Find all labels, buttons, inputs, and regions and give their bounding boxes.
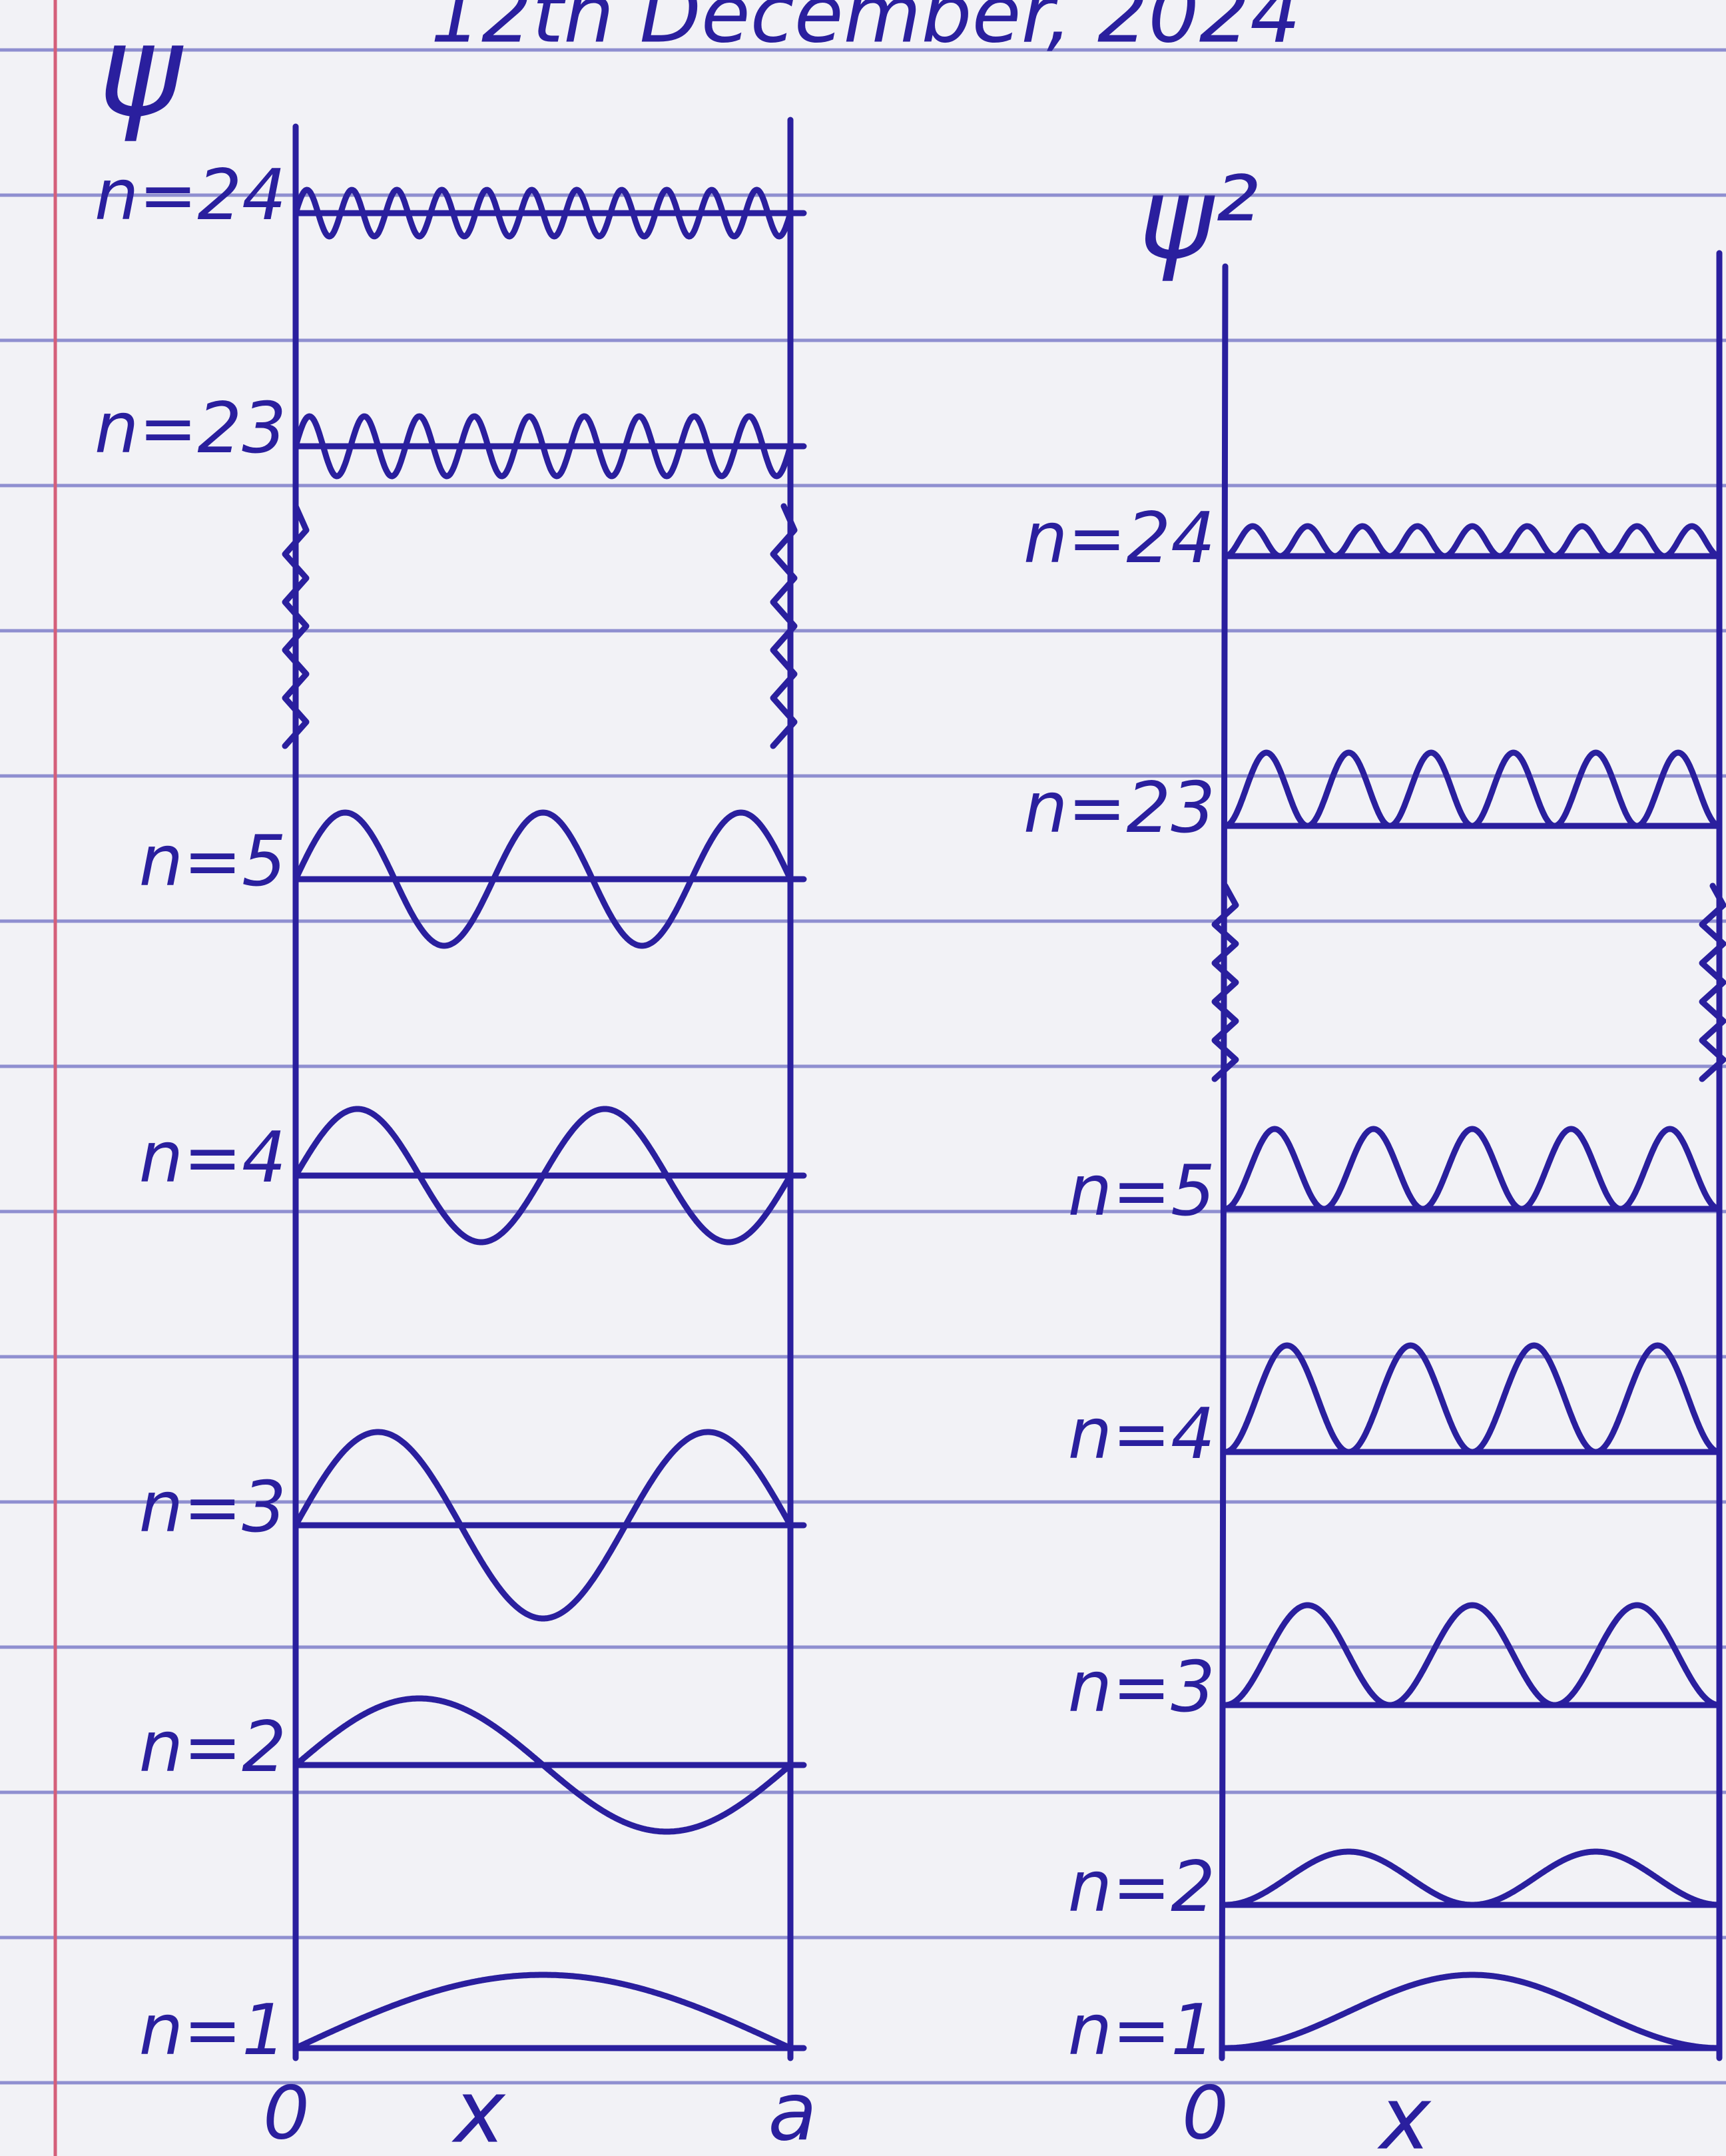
wave xyxy=(1222,1126,1723,1212)
level-label: n=24 xyxy=(95,155,286,236)
level-label: n=1 xyxy=(139,1989,286,2071)
break-mark xyxy=(1699,883,1726,1082)
left-wall xyxy=(1219,263,1229,2061)
wave xyxy=(292,809,794,949)
break-mark xyxy=(770,503,798,749)
wave xyxy=(292,1972,794,2051)
wave xyxy=(292,413,794,480)
wave xyxy=(1222,1342,1723,1455)
wave xyxy=(1222,749,1723,829)
wave xyxy=(292,1429,794,1622)
wave xyxy=(1222,1848,1723,1908)
wave xyxy=(292,186,794,240)
level-label: n=3 xyxy=(1068,1646,1215,1728)
level-label: n=2 xyxy=(1068,1846,1215,1928)
level-label: n=3 xyxy=(139,1467,286,1548)
break-mark xyxy=(1211,883,1239,1082)
break-mark xyxy=(282,503,310,749)
level-label: n=23 xyxy=(95,388,286,469)
level-label: n=24 xyxy=(1023,498,1215,579)
origin-label: 0 xyxy=(1182,2070,1229,2155)
wave xyxy=(1222,1602,1723,1708)
level-label: n=2 xyxy=(139,1706,286,1788)
level-label: n=4 xyxy=(1068,1393,1215,1475)
ruled-lines xyxy=(0,48,1726,2085)
level-label: n=5 xyxy=(139,821,286,902)
date: 12th December, 2024 xyxy=(431,0,1301,61)
wave xyxy=(292,1106,794,1246)
wavefunctions: n=24 n=23 n=5 n=4 n=3 n=2 n=1 n=24 n=23 n=5 n=4 n=3… xyxy=(95,155,1726,2071)
x-axis-label: x xyxy=(451,2061,507,2156)
x-axis-label: x xyxy=(1377,2068,1432,2156)
wave xyxy=(1222,1972,1723,2051)
level-label: n=1 xyxy=(1068,1989,1215,2071)
origin-label: 0 xyxy=(263,2070,310,2155)
end-label: a xyxy=(768,2067,817,2156)
wave xyxy=(1222,523,1723,559)
level-label: n=5 xyxy=(1068,1150,1215,1232)
level-label: n=23 xyxy=(1023,767,1215,849)
psi-squared-title: ψ² xyxy=(1139,153,1259,284)
psi-title: ψ xyxy=(98,0,184,145)
wave xyxy=(292,1695,794,1835)
level-label: n=4 xyxy=(139,1117,286,1198)
